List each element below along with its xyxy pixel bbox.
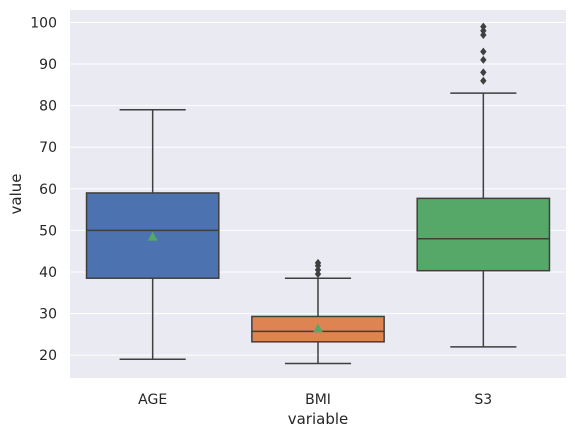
outlier-point bbox=[314, 265, 322, 274]
box-iqr bbox=[251, 315, 385, 343]
y-tick-label: 60 bbox=[39, 182, 57, 198]
y-axis-label: value bbox=[7, 174, 25, 215]
outlier-point bbox=[480, 47, 487, 56]
y-tick-label: 90 bbox=[39, 57, 57, 73]
x-axis-label: variable bbox=[288, 410, 349, 428]
x-tick-label: BMI bbox=[305, 392, 331, 408]
outlier-point bbox=[480, 76, 487, 85]
outlier-point bbox=[314, 270, 322, 279]
outlier-point bbox=[480, 68, 487, 77]
outlier-point bbox=[480, 26, 487, 35]
x-tick-labels: AGE BMI S3 bbox=[138, 392, 492, 408]
box-bmi bbox=[251, 258, 385, 365]
mean-marker bbox=[313, 323, 323, 333]
y-tick-label: 80 bbox=[39, 99, 57, 115]
y-tick-label: 30 bbox=[39, 307, 57, 323]
y-tick-label: 20 bbox=[39, 348, 57, 364]
outlier-point bbox=[480, 55, 487, 64]
boxes bbox=[85, 22, 551, 365]
y-tick-label: 100 bbox=[30, 15, 57, 31]
y-tick-label: 70 bbox=[39, 140, 57, 156]
mean-marker bbox=[478, 226, 489, 236]
box-s3 bbox=[416, 22, 551, 348]
y-tick-label: 40 bbox=[39, 265, 57, 281]
mean-marker bbox=[147, 231, 158, 241]
y-tick-labels: 20 30 40 50 60 70 80 90 100 bbox=[30, 15, 57, 364]
box-age bbox=[85, 109, 220, 361]
x-tick-label: AGE bbox=[138, 392, 167, 408]
y-tick-label: 50 bbox=[39, 223, 57, 239]
outlier-point bbox=[314, 258, 322, 267]
outlier-point bbox=[480, 22, 487, 31]
outlier-point bbox=[480, 30, 487, 39]
x-tick-label: S3 bbox=[474, 392, 492, 408]
